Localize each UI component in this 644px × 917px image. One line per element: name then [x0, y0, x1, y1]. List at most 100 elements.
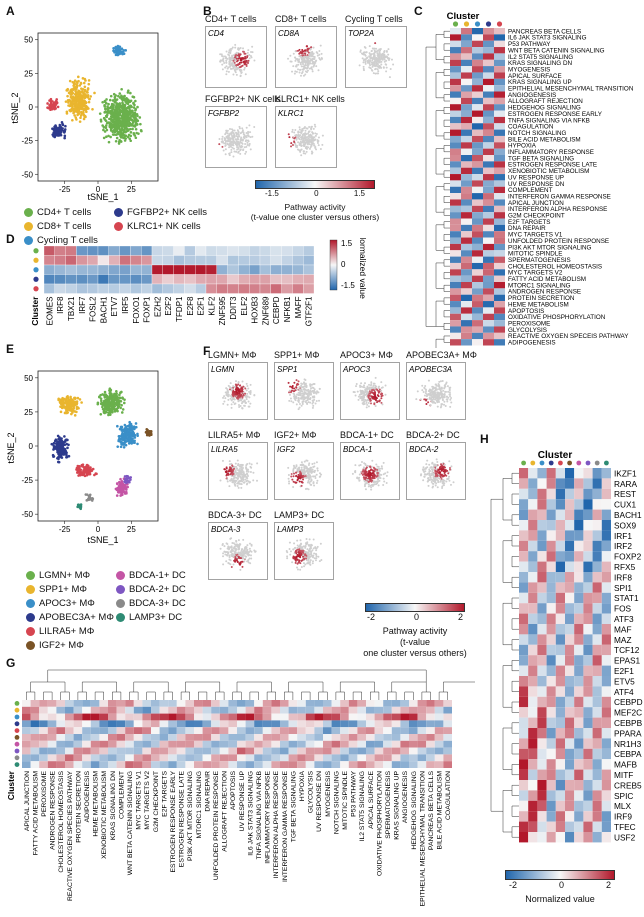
cluster-dot — [485, 21, 492, 27]
heatmap-cell — [461, 231, 472, 238]
feature-point — [319, 148, 322, 151]
heatmap-cell — [54, 245, 66, 256]
feature-point — [312, 132, 315, 135]
feature-point — [287, 133, 290, 136]
scatter-point — [133, 134, 137, 137]
feature-point — [370, 63, 373, 66]
feature-point — [311, 53, 314, 56]
feature-point — [424, 388, 427, 391]
feature-point — [301, 402, 304, 405]
heatmap-cell — [141, 283, 153, 294]
heatmap-cell — [461, 123, 472, 130]
feature-point — [236, 485, 239, 488]
heatmap-cell — [151, 245, 163, 256]
heatmap-cell — [472, 288, 483, 295]
feature-point — [318, 50, 321, 53]
scatter-point — [127, 119, 131, 123]
heatmap-cell — [108, 255, 120, 266]
heatmap-cell — [494, 193, 505, 200]
heatmap-cell — [472, 142, 483, 149]
scatter-point — [81, 87, 85, 91]
pathway-label: UV RESPONSE DN — [508, 181, 565, 188]
scatter-point — [109, 115, 113, 118]
heatmap-cell — [472, 155, 483, 162]
feature-point — [375, 50, 378, 53]
scatter-point — [65, 402, 68, 406]
heatmap-cell — [472, 174, 483, 181]
feature-point — [227, 134, 230, 137]
feature-point — [302, 63, 305, 66]
feature-map-gene: FGFBP2 — [208, 109, 240, 118]
feature-point — [304, 49, 307, 52]
heatmap-cell — [450, 212, 461, 219]
feature-point — [295, 397, 298, 400]
heatmap-cell — [450, 142, 461, 149]
gene-label: TBX21 — [67, 296, 76, 321]
feature-point — [309, 140, 312, 143]
heatmap-cell — [450, 243, 461, 251]
feature-point — [248, 54, 251, 57]
feature-point — [301, 135, 304, 138]
feature-point — [421, 389, 424, 392]
feature-point — [228, 470, 231, 473]
scatter-point — [102, 116, 106, 120]
legend-label: APOBEC3A+ MΦ — [39, 612, 114, 623]
heatmap-cell — [472, 250, 483, 257]
feature-point — [309, 393, 312, 396]
heatmap-cell — [119, 245, 131, 256]
feature-point — [242, 385, 245, 388]
feature-point — [303, 468, 306, 471]
scatter-point — [85, 473, 89, 477]
feature-point — [297, 397, 300, 400]
scatter-point — [64, 449, 67, 453]
feature-point — [233, 465, 236, 468]
feature-point — [443, 400, 446, 403]
scatter-point — [117, 50, 121, 54]
scatter-point — [124, 443, 128, 447]
heatmap-cell — [472, 224, 483, 232]
scatter-point — [46, 102, 49, 105]
feature-point — [363, 51, 366, 54]
feature-map-gene: CD8A — [278, 29, 299, 38]
scatter-point — [118, 427, 122, 431]
feature-map: BDCA-1+ DC BDCA-1 — [340, 430, 400, 505]
scatter-point — [125, 427, 129, 431]
scatter-point — [132, 131, 136, 135]
pathway-label: PANCREAS BETA CELLS — [508, 28, 581, 35]
scatter-point — [52, 444, 55, 447]
scatter-point — [54, 107, 57, 110]
heatmap-cell — [483, 212, 494, 219]
scatter-point — [61, 448, 64, 452]
feature-point — [227, 384, 230, 387]
heatmap-cell — [494, 142, 505, 149]
feature-point — [302, 463, 305, 466]
scatter-point — [77, 75, 80, 79]
scatter-point — [123, 139, 127, 142]
scatter-point — [85, 110, 88, 114]
scatter-point — [78, 91, 82, 95]
feature-point — [374, 64, 377, 67]
feature-point — [303, 387, 306, 390]
scatter-point — [76, 471, 79, 474]
feature-point — [241, 380, 244, 383]
feature-point — [362, 65, 365, 68]
feature-point — [370, 381, 373, 384]
feature-point — [300, 55, 303, 58]
heatmap-cell — [472, 116, 483, 124]
scatter-point — [108, 410, 112, 414]
scatter-point — [122, 489, 125, 493]
scatter-point — [114, 397, 118, 401]
scatter-point — [87, 497, 90, 501]
feature-point — [229, 137, 232, 140]
scatter-point — [102, 128, 105, 132]
feature-point — [218, 143, 221, 146]
pathway-label: GLYCOLYSIS — [508, 327, 547, 334]
heatmap-cell — [461, 59, 472, 67]
feature-point — [385, 50, 388, 53]
feature-point — [249, 55, 252, 58]
scatter-point — [69, 397, 73, 401]
feature-point — [232, 59, 235, 62]
feature-point — [439, 396, 442, 399]
feature-point — [234, 68, 237, 71]
